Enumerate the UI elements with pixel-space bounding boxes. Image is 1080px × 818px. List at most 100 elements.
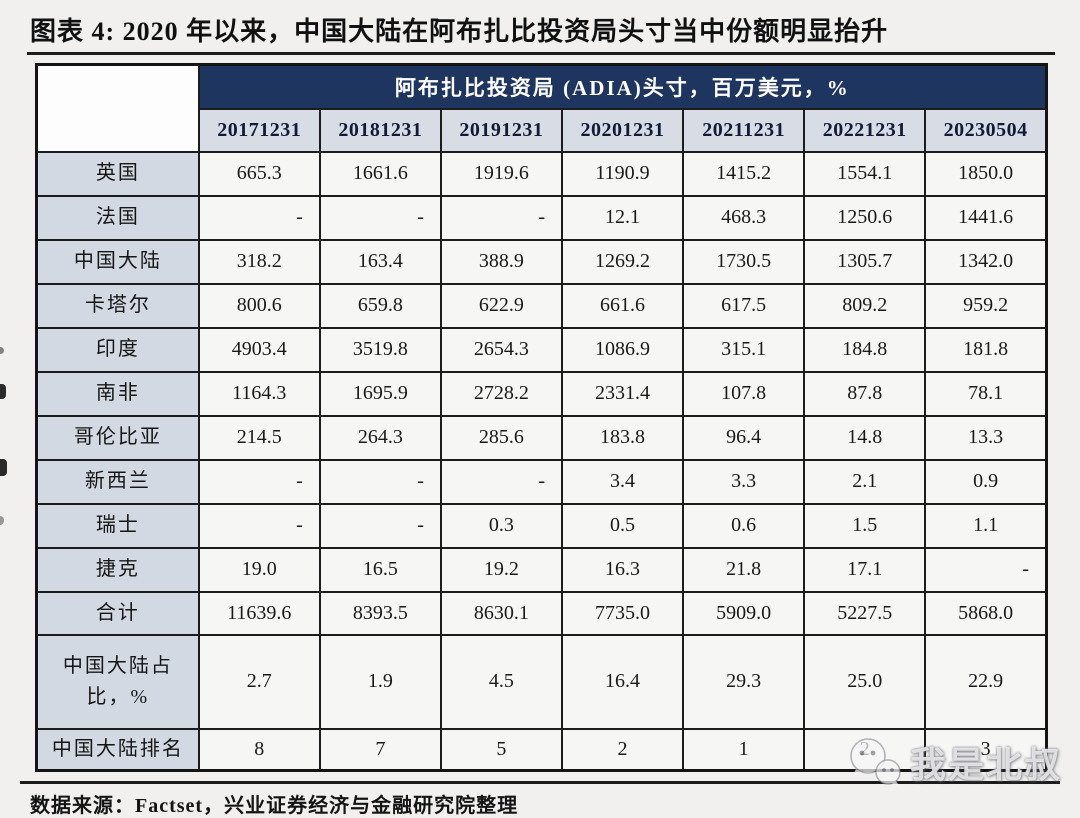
value-cell: 29.3 <box>682 633 806 730</box>
value-cell: 1342.0 <box>924 238 1048 285</box>
table-row: 南非 1164.3 1695.9 2728.2 2331.4 107.8 87.8 78.1 <box>35 370 1048 417</box>
column-header-date: 20230504 <box>924 107 1048 153</box>
value-cell: 11639.6 <box>197 590 321 636</box>
value-cell: 959.2 <box>924 282 1048 329</box>
value-cell: 1661.6 <box>318 150 442 197</box>
value-cell: 1695.9 <box>318 370 442 417</box>
value-cell: 1 <box>682 727 806 772</box>
table-row: 法国 - - -12.1 468.3 1250.6 1441.6 <box>35 194 1048 241</box>
value-cell: 19.2 <box>439 546 563 593</box>
value-cell: 2 <box>803 727 927 772</box>
column-header-date: 20181231 <box>318 107 442 153</box>
row-label: 捷克 <box>35 546 200 593</box>
column-header-date: 20201231 <box>560 107 685 153</box>
row-label: 印度 <box>35 326 200 373</box>
value-cell: 0.6 <box>682 502 806 549</box>
row-label: 南非 <box>35 370 200 417</box>
value-cell: 2.7 <box>197 633 321 730</box>
value-cell: 264.3 <box>318 414 442 461</box>
table-row: 捷克 19.0 16.5 19.2 16.3 21.8 17.1- <box>35 546 1048 593</box>
row-label: 合计 <box>35 590 200 636</box>
value-cell: 17.1 <box>803 546 927 593</box>
adia-positions-table-container: 阿布扎比投资局 (ADIA)头寸，百万美元，% 20171231 20181231… <box>35 63 1048 772</box>
value-cell: 163.4 <box>318 238 442 285</box>
value-cell: 7 <box>318 727 442 772</box>
value-cell: 1730.5 <box>682 238 806 285</box>
value-cell: 1164.3 <box>197 370 321 417</box>
value-cell: 1190.9 <box>560 150 685 197</box>
value-cell: 12.1 <box>560 194 685 241</box>
value-cell: 1269.2 <box>560 238 685 285</box>
value-cell: 5227.5 <box>803 590 927 636</box>
value-cell: 4.5 <box>439 633 563 730</box>
left-edge-artifact <box>0 384 6 399</box>
value-cell: 1.9 <box>318 633 442 730</box>
left-edge-artifact <box>0 516 4 525</box>
value-cell: 16.3 <box>560 546 685 593</box>
column-header-date: 20191231 <box>439 107 563 153</box>
value-cell: 3 <box>924 727 1048 772</box>
value-cell: 181.8 <box>924 326 1048 373</box>
value-cell: 87.8 <box>803 370 927 417</box>
row-label: 哥伦比亚 <box>35 414 200 461</box>
value-cell: 1415.2 <box>682 150 806 197</box>
figure-title: 图表 4: 2020 年以来，中国大陆在阿布扎比投资局头寸当中份额明显抬升 <box>30 17 889 46</box>
value-cell: 2 <box>560 727 685 772</box>
value-cell: 8393.5 <box>318 590 442 636</box>
column-header-date: 20171231 <box>197 107 321 153</box>
value-cell: 2654.3 <box>439 326 563 373</box>
value-cell: 1305.7 <box>803 238 927 285</box>
value-cell: - <box>439 194 563 241</box>
table-row: 中国大陆排名 8 7 5 2 1 2 3 <box>35 727 1048 772</box>
value-cell: 800.6 <box>197 282 321 329</box>
value-cell: 13.3 <box>924 414 1048 461</box>
footer-divider-rule <box>20 781 1060 784</box>
value-cell: 2.1 <box>803 458 927 505</box>
table-row: 印度 4903.4 3519.8 2654.3 1086.9 315.1 184.8 181.… <box>35 326 1048 373</box>
value-cell: 665.3 <box>197 150 321 197</box>
row-label: 卡塔尔 <box>35 282 200 329</box>
data-source-note: 数据来源：Factset，兴业证券经济与金融研究院整理 <box>30 795 519 817</box>
value-cell: 0.5 <box>560 502 685 549</box>
value-cell: 0.9 <box>924 458 1048 505</box>
value-cell: 8 <box>197 727 321 772</box>
value-cell: - <box>197 194 321 241</box>
value-cell: - <box>318 502 442 549</box>
value-cell: 4903.4 <box>197 326 321 373</box>
value-cell: 183.8 <box>560 414 685 461</box>
title-divider-rule <box>27 52 1055 55</box>
table-row: 英国 665.3 1661.6 1919.6 1190.9 1415.2 1554.1 185… <box>35 150 1048 197</box>
table-band-row: 阿布扎比投资局 (ADIA)头寸，百万美元，% <box>35 63 1048 153</box>
value-cell: 5909.0 <box>682 590 806 636</box>
table-row: 中国大陆 318.2 163.4 388.9 1269.2 1730.5 1305.7 134… <box>35 238 1048 285</box>
row-label: 瑞士 <box>35 502 200 549</box>
table-row: 哥伦比亚 214.5 264.3 285.6 183.8 96.4 14.8 13.3 <box>35 414 1048 461</box>
value-cell: 468.3 <box>682 194 806 241</box>
value-cell: 1086.9 <box>560 326 685 373</box>
table-band-title: 阿布扎比投资局 (ADIA)头寸，百万美元，% <box>197 63 1048 110</box>
value-cell: 5868.0 <box>924 590 1048 636</box>
table-row: 瑞士 - -0.3 0.5 0.6 1.5 1.1 <box>35 502 1048 549</box>
value-cell: 617.5 <box>682 282 806 329</box>
value-cell: 21.8 <box>682 546 806 593</box>
value-cell: 1250.6 <box>803 194 927 241</box>
value-cell: - <box>197 458 321 505</box>
value-cell: 96.4 <box>682 414 806 461</box>
row-label: 中国大陆排名 <box>35 727 200 772</box>
value-cell: 16.5 <box>318 546 442 593</box>
value-cell: 388.9 <box>439 238 563 285</box>
table-date-header-row: 20171231 20181231 20191231 20201231 20211231… <box>37 107 1048 153</box>
row-label: 中国大陆占比，% <box>35 633 200 730</box>
value-cell: 7735.0 <box>560 590 685 636</box>
value-cell: 285.6 <box>439 414 563 461</box>
value-cell: 661.6 <box>560 282 685 329</box>
value-cell: 315.1 <box>682 326 806 373</box>
table-row: 中国大陆占比，% 2.7 1.9 4.5 16.4 29.3 25.0 22.9 <box>35 633 1048 730</box>
value-cell: 25.0 <box>803 633 927 730</box>
value-cell: 1850.0 <box>924 150 1048 197</box>
column-header-date: 20221231 <box>803 107 927 153</box>
value-cell: - <box>439 458 563 505</box>
value-cell: 622.9 <box>439 282 563 329</box>
left-edge-artifact <box>0 459 7 476</box>
